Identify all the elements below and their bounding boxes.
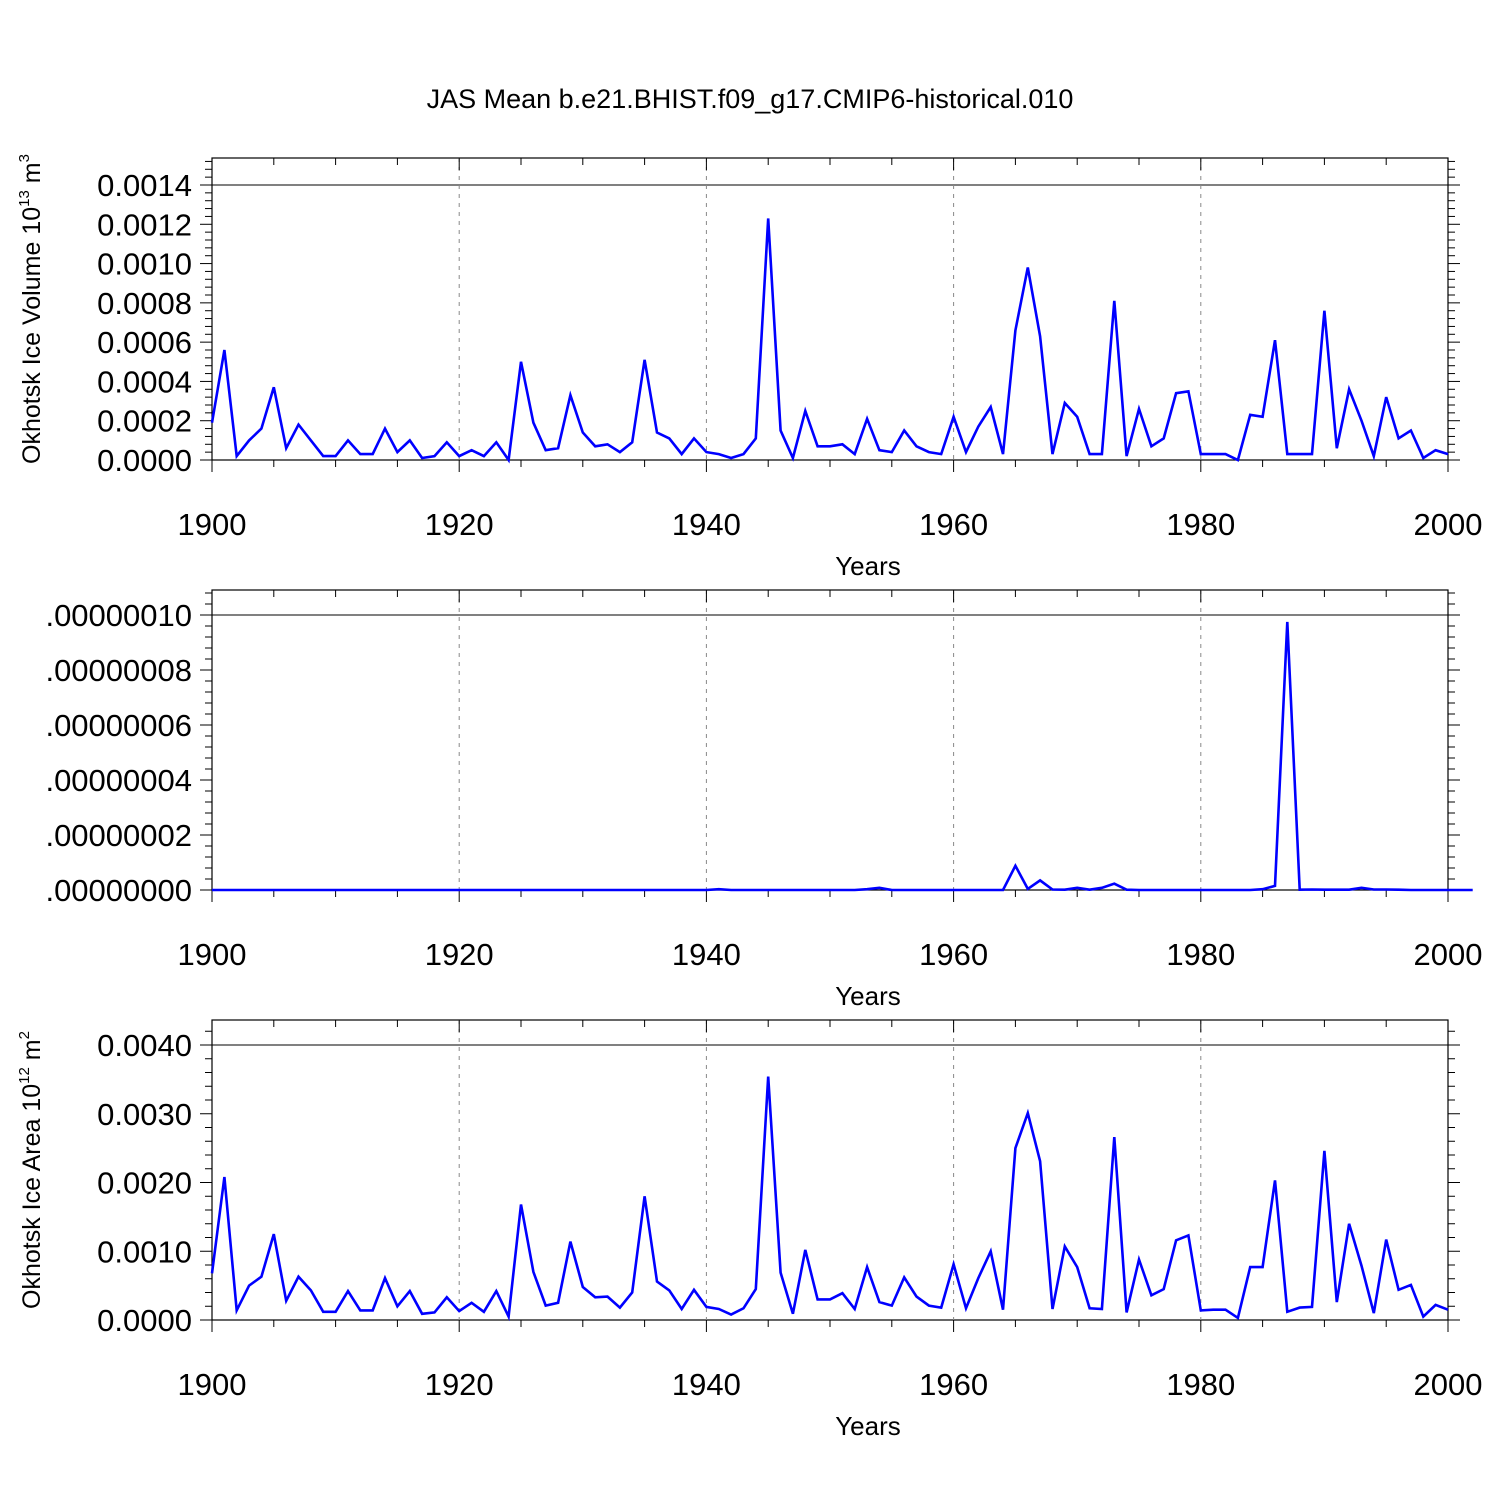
- series-line: [210, 218, 1449, 464]
- x-tick-label: 1980: [1166, 937, 1235, 972]
- y-axis-title: Okhotsk Ice Area 1012 m2: [16, 1031, 46, 1309]
- x-tick-label: 1900: [178, 1367, 247, 1402]
- y-tick-label: 0.0030: [97, 1097, 192, 1132]
- y-tick-label: 0.0000: [97, 443, 192, 478]
- x-tick-label: 1960: [919, 1367, 988, 1402]
- y-tick-label: 0.0004: [97, 364, 192, 399]
- y-tick-label: 0.0002: [97, 404, 192, 439]
- x-tick-label: 2000: [1414, 937, 1483, 972]
- y-axis-title-unit: m: [18, 162, 46, 190]
- panel-3: 1900 1920 1940 1960 1980 2000 Years 0.0000 0.001…: [16, 1019, 1483, 1441]
- y-tick-label: .00000010: [45, 598, 192, 633]
- y-axis-title-unit: m: [18, 1039, 46, 1067]
- x-tick-label: 1920: [425, 937, 494, 972]
- y-tick-label: 0.0006: [97, 325, 192, 360]
- panels: 1900 1920 1940 1960 1980 2000 Years 0.0000 0.000…: [16, 154, 1482, 1441]
- y-axis-title-unit-exponent: 3: [16, 154, 33, 162]
- x-tick-label: 1980: [1166, 507, 1235, 542]
- y-axis-title-text: Okhotsk Ice Volume 10: [18, 207, 46, 464]
- y-tick-label: 0.0020: [97, 1166, 192, 1201]
- y-tick-label: 0.0040: [97, 1028, 192, 1063]
- x-tick-label: 1920: [425, 507, 494, 542]
- y-tick-label: 0.0014: [97, 168, 192, 203]
- chart-title: JAS Mean b.e21.BHIST.f09_g17.CMIP6-histo…: [427, 84, 1074, 114]
- x-axis-title: Years: [835, 981, 901, 1011]
- panel-2: 1900 1920 1940 1960 1980 2000 Years .00000000 .0…: [45, 589, 1483, 1011]
- x-tick-label: 1940: [672, 507, 741, 542]
- panel-1: 1900 1920 1940 1960 1980 2000 Years 0.0000 0.000…: [16, 154, 1482, 581]
- x-tick-label: 1960: [919, 507, 988, 542]
- y-tick-label: .00000006: [45, 708, 192, 743]
- plot-frame: [211, 1019, 1449, 1321]
- y-tick-label: .00000000: [45, 873, 192, 908]
- x-tick-label: 1980: [1166, 1367, 1235, 1402]
- y-tick-label: .00000004: [45, 763, 192, 798]
- x-tick-label: 1940: [672, 1367, 741, 1402]
- x-tick-label: 2000: [1414, 1367, 1483, 1402]
- y-tick-label: .00000008: [45, 653, 192, 688]
- y-tick-label: .00000002: [45, 818, 192, 853]
- x-tick-label: 1920: [425, 1367, 494, 1402]
- y-tick-label: 0.0010: [97, 247, 192, 282]
- series-line: [212, 621, 1473, 892]
- y-tick-label: 0.0012: [97, 207, 192, 242]
- y-tick-label: 0.0000: [97, 1303, 192, 1338]
- y-tick-label: 0.0010: [97, 1234, 192, 1269]
- series-line: [210, 1076, 1449, 1322]
- x-tick-label: 1960: [919, 937, 988, 972]
- x-axis-title: Years: [835, 1411, 901, 1441]
- x-tick-label: 1900: [178, 507, 247, 542]
- y-axis-title-exponent: 13: [16, 190, 33, 207]
- y-axis-title-unit-exponent: 2: [16, 1031, 33, 1039]
- y-axis-title-exponent: 12: [16, 1067, 33, 1084]
- x-axis-title: Years: [835, 551, 901, 581]
- y-axis-title: Okhotsk Ice Volume 1013 m3: [16, 154, 46, 464]
- y-tick-label: 0.0008: [97, 286, 192, 321]
- x-tick-label: 1900: [178, 937, 247, 972]
- x-tick-label: 2000: [1414, 507, 1483, 542]
- plot-frame: [211, 589, 1449, 891]
- x-tick-label: 1940: [672, 937, 741, 972]
- y-axis-title-text: Okhotsk Ice Area 10: [18, 1084, 46, 1309]
